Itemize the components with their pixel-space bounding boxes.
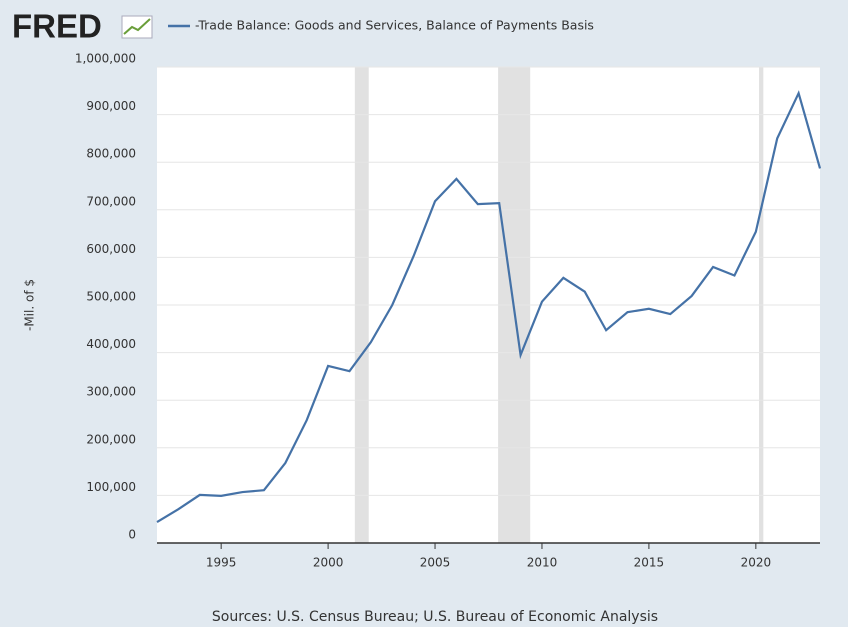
y-tick-label: 700,000 <box>86 194 136 208</box>
series-line <box>156 90 822 523</box>
x-tick-label: 1995 <box>206 556 237 570</box>
x-tick-label: 2000 <box>313 556 344 570</box>
y-tick-label: 400,000 <box>86 337 136 351</box>
x-tick-label: 2020 <box>741 556 772 570</box>
source: Sources: U.S. Census Bureau; U.S. Bureau… <box>212 609 658 625</box>
legend-label: -Trade Balance: Goods and Services, Bala… <box>195 18 594 33</box>
x-tick-label: 2010 <box>527 556 558 570</box>
y-tick-label: 800,000 <box>86 147 136 161</box>
y-tick-label: 600,000 <box>86 242 136 256</box>
x-tick-label: 2015 <box>634 556 665 570</box>
y-axis-label: -Mil. of $ <box>23 279 37 331</box>
y-tick-label: 500,000 <box>86 290 136 304</box>
y-tick-label: 0 <box>128 528 136 542</box>
y-tick-label: 200,000 <box>86 432 136 446</box>
y-tick-label: 300,000 <box>86 385 136 399</box>
logo: FRED <box>12 8 102 45</box>
y-tick-label: 100,000 <box>86 480 136 494</box>
y-tick-label: 1,000,000 <box>75 52 136 66</box>
logo-icon <box>121 15 153 39</box>
y-tick-label: 900,000 <box>86 99 136 113</box>
x-tick-label: 2005 <box>420 556 451 570</box>
